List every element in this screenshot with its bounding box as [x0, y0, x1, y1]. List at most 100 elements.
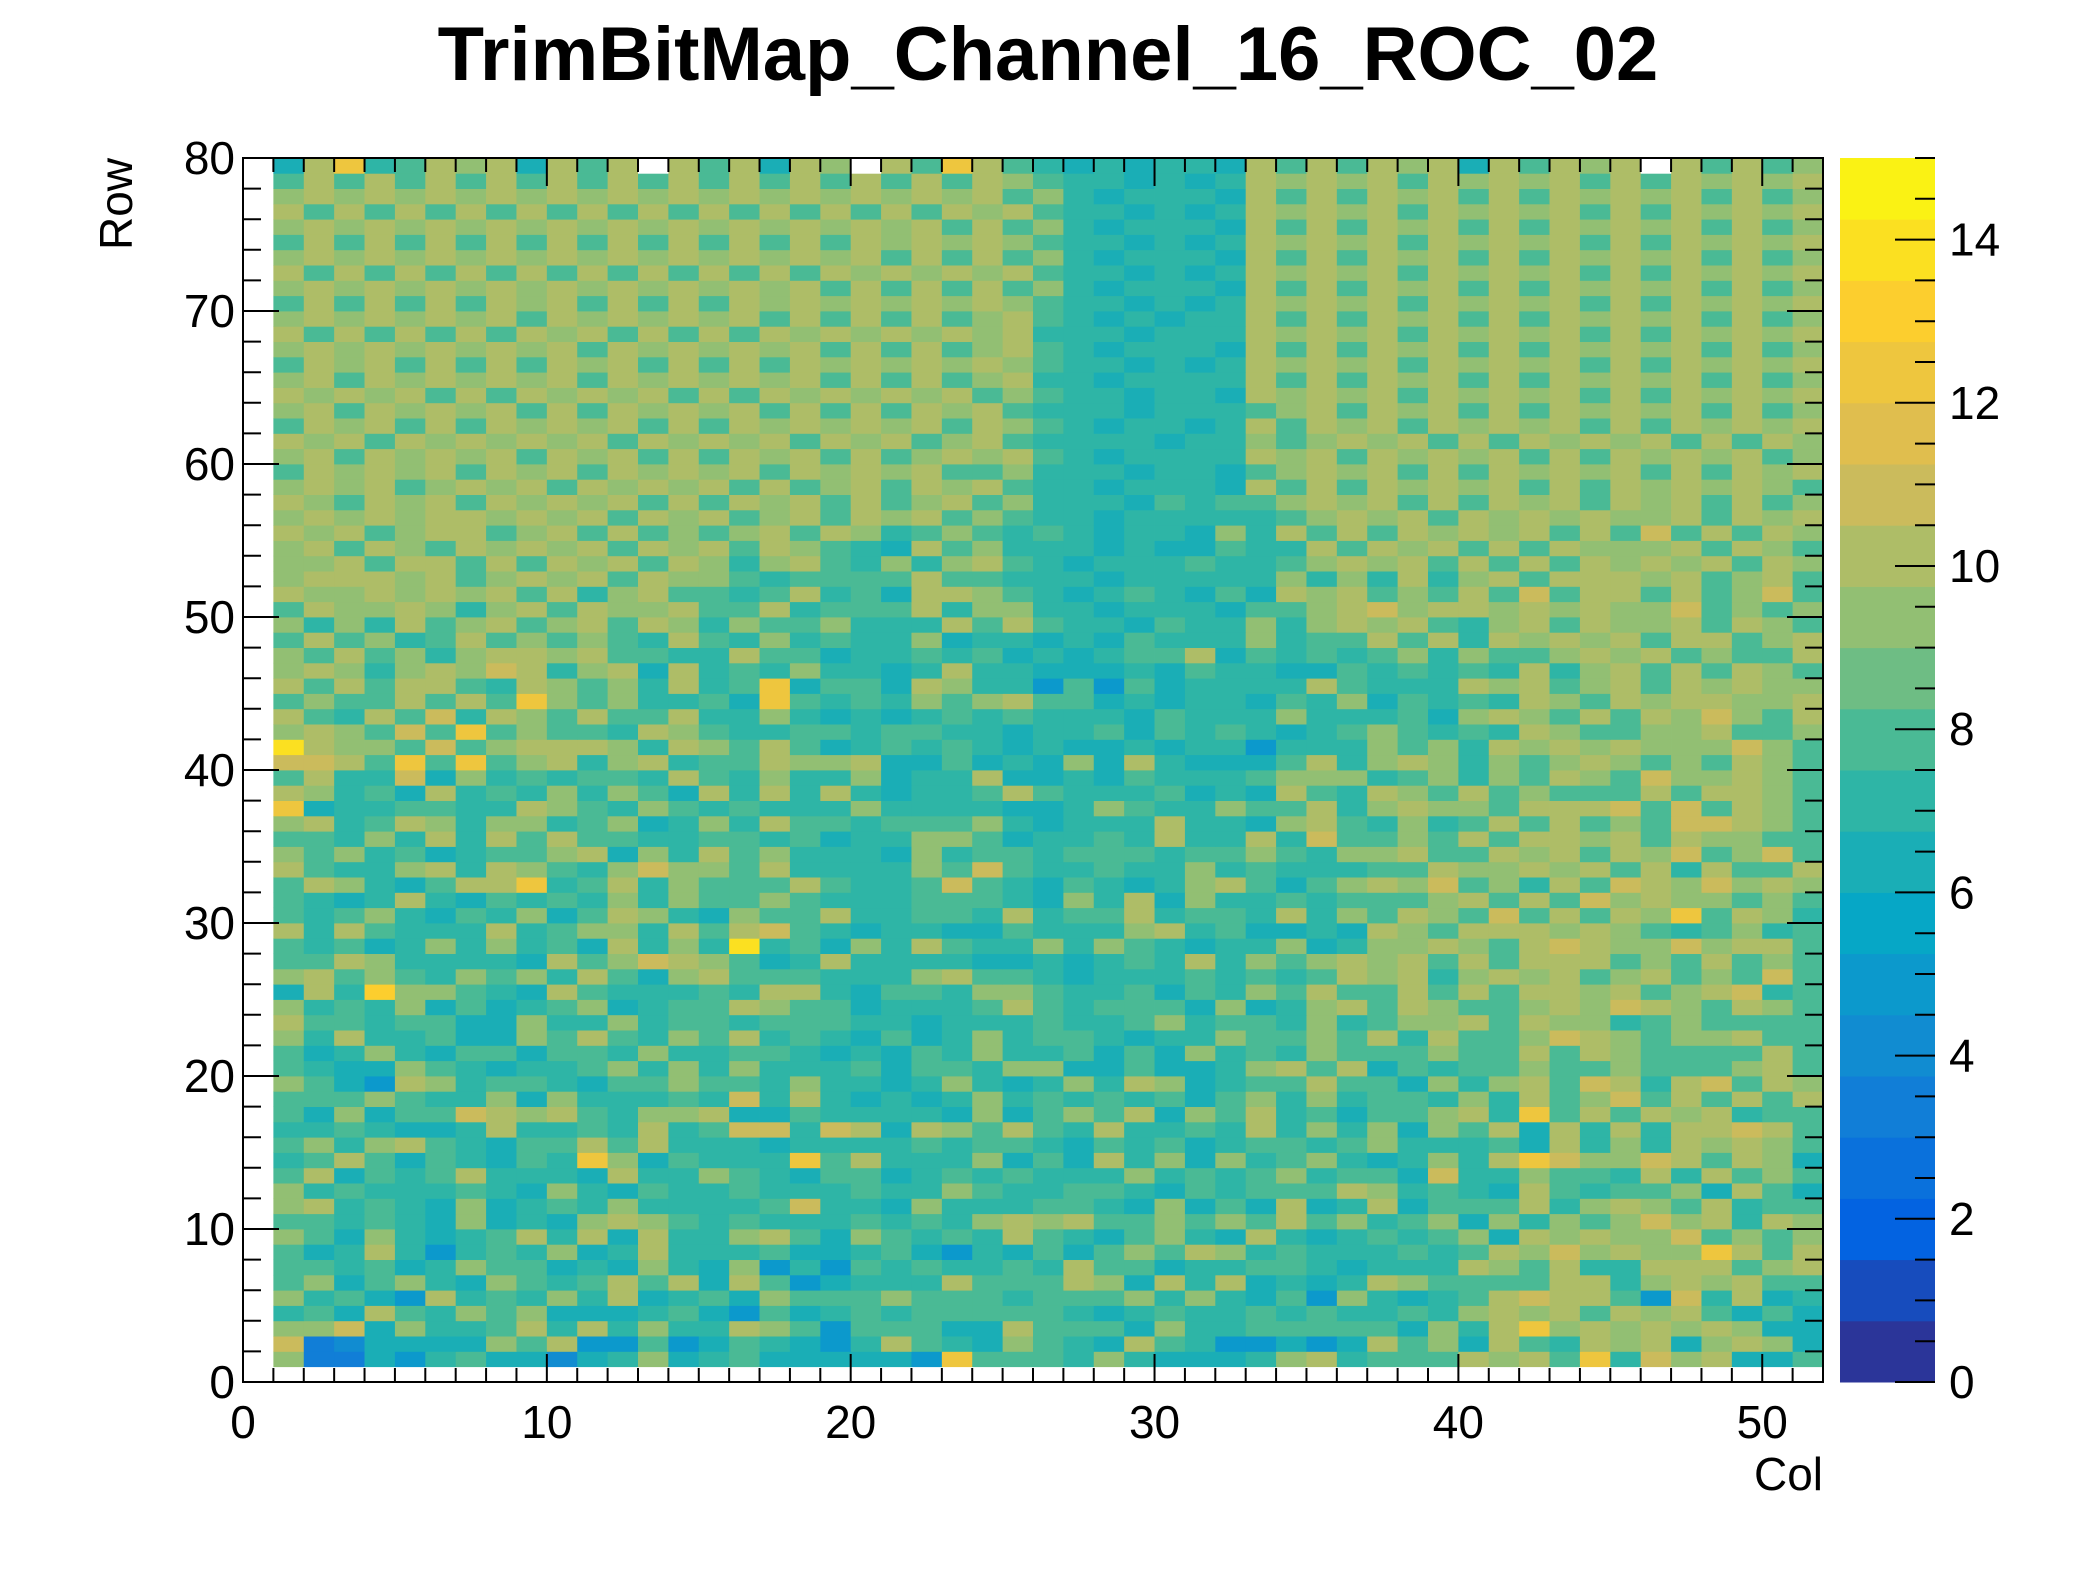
- heatmap-cell: [850, 173, 882, 189]
- heatmap-cell: [455, 433, 487, 450]
- heatmap-cell: [1428, 265, 1459, 281]
- heatmap-cell: [1428, 326, 1459, 342]
- heatmap-cell: [1610, 234, 1642, 251]
- heatmap-cell: [303, 846, 335, 863]
- heatmap-cell: [789, 479, 821, 495]
- heatmap-cell: [759, 739, 791, 756]
- heatmap-cell: [1215, 1305, 1247, 1322]
- heatmap-cell: [1063, 188, 1095, 205]
- heatmap-cell: [1488, 234, 1520, 251]
- heatmap-cell: [1792, 678, 1824, 694]
- heatmap-cell: [850, 1060, 882, 1077]
- heatmap-cell: [1093, 724, 1125, 740]
- heatmap-cell: [455, 815, 487, 832]
- heatmap-cell: [1063, 326, 1095, 342]
- heatmap-cell: [1397, 555, 1429, 572]
- heatmap-cell: [303, 494, 335, 511]
- heatmap-cell: [850, 509, 882, 526]
- heatmap-cell: [546, 356, 578, 373]
- heatmap-cell: [607, 617, 639, 633]
- heatmap-cell: [1367, 188, 1399, 205]
- heatmap-cell: [668, 770, 700, 786]
- heatmap-cell: [850, 234, 882, 251]
- heatmap-cell: [1336, 448, 1368, 465]
- heatmap-cell: [607, 831, 639, 847]
- heatmap-cell: [546, 923, 578, 939]
- heatmap-cell: [607, 601, 639, 618]
- heatmap-cell: [850, 632, 882, 648]
- heatmap-cell: [1154, 770, 1186, 786]
- heatmap-cell: [1762, 234, 1794, 251]
- heatmap-cell: [972, 1351, 1004, 1368]
- heatmap-cell: [577, 968, 609, 985]
- heatmap-cell: [1488, 831, 1520, 847]
- heatmap-cell: [1215, 907, 1247, 924]
- heatmap-cell: [1549, 234, 1581, 251]
- heatmap-cell: [455, 708, 487, 725]
- heatmap-cell: [334, 1259, 365, 1276]
- heatmap-cell: [1124, 647, 1155, 664]
- heatmap-cell: [1792, 1045, 1824, 1062]
- color-scale-tick-label: 0: [1949, 1356, 1975, 1408]
- heatmap-cell: [1154, 265, 1186, 281]
- heatmap-cell: [1701, 1229, 1733, 1245]
- heatmap-cell: [1397, 953, 1429, 970]
- color-scale-tick-label: 6: [1949, 866, 1975, 918]
- heatmap-cell: [425, 341, 457, 358]
- heatmap-cell: [1610, 815, 1642, 832]
- heatmap-cell: [1488, 846, 1520, 863]
- heatmap-cell: [546, 907, 578, 924]
- heatmap-cell: [1215, 326, 1247, 342]
- heatmap-cell: [455, 372, 487, 388]
- heatmap-cell: [1215, 525, 1247, 541]
- heatmap-cell: [1792, 632, 1824, 648]
- heatmap-cell: [1731, 770, 1763, 786]
- heatmap-cell: [1549, 647, 1581, 664]
- heatmap-cell: [1306, 999, 1338, 1016]
- heatmap-cell: [1397, 402, 1429, 419]
- heatmap-cell: [698, 311, 730, 327]
- heatmap-cell: [546, 1274, 578, 1291]
- heatmap-cell: [1336, 464, 1368, 480]
- heatmap-cell: [881, 203, 912, 220]
- heatmap-cell: [1762, 1137, 1794, 1153]
- heatmap-cell: [1731, 601, 1763, 618]
- heatmap-cell: [1549, 433, 1581, 450]
- heatmap-cell: [1579, 1213, 1611, 1230]
- heatmap-cell: [1488, 1351, 1520, 1368]
- heatmap-cell: [1245, 1060, 1277, 1077]
- heatmap-cell: [1428, 525, 1459, 541]
- heatmap-cell: [394, 387, 426, 404]
- heatmap-cell: [1640, 249, 1672, 266]
- heatmap-cell: [1519, 525, 1550, 541]
- heatmap-cell: [1124, 1091, 1155, 1107]
- heatmap-cell: [455, 831, 487, 847]
- heatmap-cell: [1428, 1213, 1459, 1230]
- heatmap-cell: [577, 938, 609, 954]
- heatmap-cell: [394, 953, 426, 970]
- heatmap-cell: [941, 1259, 973, 1276]
- heatmap-cell: [1549, 1274, 1581, 1291]
- heatmap-cell: [1792, 311, 1824, 327]
- heatmap-cell: [394, 295, 426, 312]
- heatmap-cell: [1154, 754, 1186, 771]
- heatmap-cell: [1063, 1351, 1095, 1368]
- heatmap-cell: [1154, 632, 1186, 648]
- heatmap-cell: [1367, 1014, 1399, 1031]
- heatmap-cell: [334, 770, 365, 786]
- heatmap-cell: [1731, 555, 1763, 572]
- heatmap-cell: [1154, 800, 1186, 817]
- heatmap-cell: [273, 433, 305, 450]
- color-scale-band: [1840, 1014, 1935, 1077]
- heatmap-cell: [364, 1274, 396, 1291]
- heatmap-cell: [941, 632, 973, 648]
- heatmap-cell: [850, 754, 882, 771]
- heatmap-cell: [850, 265, 882, 281]
- heatmap-cell: [1671, 188, 1702, 205]
- heatmap-cell: [577, 754, 609, 771]
- heatmap-cell: [1701, 586, 1733, 603]
- heatmap-cell: [394, 555, 426, 572]
- heatmap-cell: [1397, 479, 1429, 495]
- heatmap-cell: [1610, 1152, 1642, 1169]
- heatmap-cell: [1063, 999, 1095, 1016]
